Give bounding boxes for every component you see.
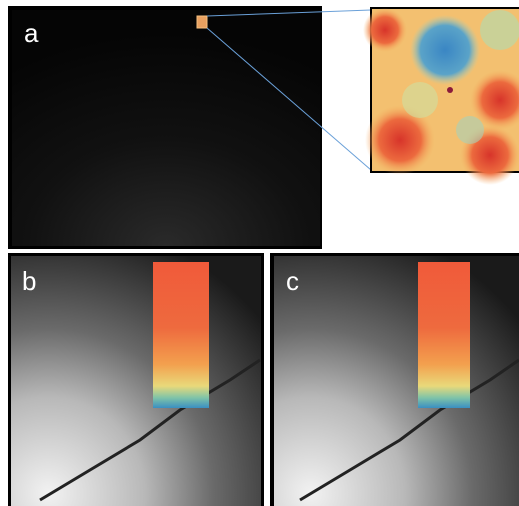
image-c (274, 256, 519, 506)
image-b (11, 256, 261, 506)
panel-label: b (22, 266, 36, 296)
panel-label: a (24, 18, 39, 48)
image-a (12, 10, 320, 246)
overlay-strip (418, 262, 470, 408)
overlay-strip (153, 262, 209, 408)
zoom-box (197, 16, 207, 28)
figure: a b c (0, 0, 519, 506)
panel-label: c (286, 266, 299, 296)
page: a b c (() => { const data = JSON.parse(d… (0, 0, 519, 506)
